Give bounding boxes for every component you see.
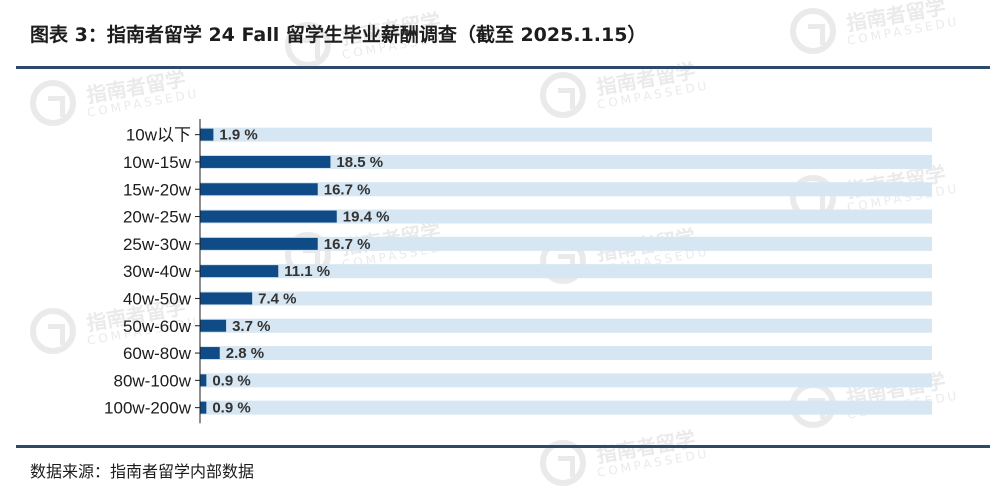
bar-track	[200, 291, 932, 306]
category-label: 15w-20w	[123, 180, 192, 199]
category-label: 20w-25w	[123, 208, 192, 227]
bar-track	[200, 264, 932, 279]
bar-track	[200, 154, 932, 169]
value-label: 18.5 %	[336, 154, 383, 171]
category-label: 100w-200w	[104, 399, 192, 418]
value-label: 11.1 %	[284, 263, 330, 280]
bar	[200, 237, 318, 250]
category-label: 40w-50w	[123, 289, 192, 308]
bar	[200, 292, 253, 305]
bar	[200, 155, 331, 168]
value-label: 0.9 %	[212, 400, 250, 417]
value-label: 7.4 %	[258, 290, 296, 307]
bar	[200, 183, 318, 196]
category-label: 30w-40w	[123, 262, 192, 281]
bar	[200, 319, 227, 332]
value-label: 16.7 %	[324, 181, 371, 198]
bar-track	[200, 318, 932, 333]
top-divider	[16, 66, 990, 69]
category-label: 25w-30w	[123, 235, 192, 254]
bar-track	[200, 400, 932, 415]
value-label: 19.4 %	[343, 209, 390, 226]
bar	[200, 128, 214, 141]
value-label: 2.8 %	[226, 345, 264, 362]
bar-track	[200, 182, 932, 197]
bar	[200, 374, 207, 387]
bar	[200, 265, 279, 278]
category-label: 80w-100w	[114, 371, 192, 390]
bottom-divider	[16, 445, 990, 448]
bar-track	[200, 236, 932, 251]
bar-track	[200, 373, 932, 388]
category-label: 60w-80w	[123, 344, 192, 363]
value-label: 1.9 %	[219, 127, 257, 144]
value-label: 16.7 %	[324, 236, 371, 253]
bar-track	[200, 346, 932, 361]
bar	[200, 210, 337, 223]
chart-title: 图表 3：指南者留学 24 Fall 留学生毕业薪酬调查（截至 2025.1.1…	[30, 24, 647, 46]
category-label: 50w-60w	[123, 317, 192, 336]
bar	[200, 401, 207, 414]
value-label: 3.7 %	[232, 318, 270, 335]
bar	[200, 347, 220, 360]
bar-track	[200, 127, 932, 142]
value-label: 0.9 %	[212, 372, 250, 389]
category-label: 10w以下	[126, 126, 191, 145]
source-note: 数据来源：指南者留学内部数据	[30, 462, 255, 481]
bar-track	[200, 209, 932, 224]
category-label: 10w-15w	[123, 153, 192, 172]
